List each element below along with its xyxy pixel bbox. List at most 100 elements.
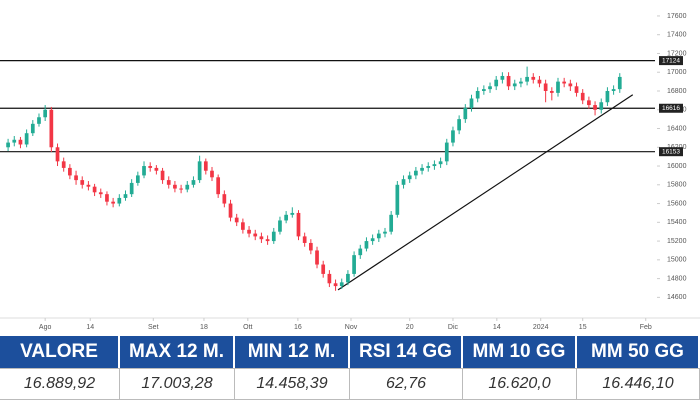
candle-body	[18, 139, 23, 145]
candle-body	[92, 186, 97, 193]
x-tick-label: 14	[86, 324, 94, 331]
table-cell: 16.620,0	[463, 368, 577, 400]
table-cell: 16.889,92	[0, 368, 120, 400]
candle-body	[370, 238, 375, 242]
candle-body	[80, 180, 85, 185]
candle-body	[500, 75, 505, 80]
candle-body	[376, 233, 381, 239]
candle-body	[339, 282, 344, 287]
candle-body	[37, 117, 41, 124]
candle-body	[222, 194, 227, 204]
table-header: MIN 12 M.	[235, 336, 350, 368]
candle-body	[111, 201, 115, 204]
x-tick-label: 16	[294, 324, 302, 331]
candle-body	[234, 217, 239, 223]
candle-body	[543, 83, 548, 91]
candle-body	[475, 90, 480, 99]
candle-body	[142, 166, 146, 176]
candle-body	[587, 100, 591, 106]
candle-body	[389, 214, 394, 232]
x-tick-label: 20	[406, 324, 414, 331]
candle-body	[506, 75, 511, 87]
candle-body	[401, 179, 406, 185]
candle-body	[451, 130, 455, 143]
candle-body	[210, 170, 214, 178]
candle-body	[556, 81, 560, 93]
level-tag	[659, 147, 683, 157]
y-tick-label: 14600	[667, 294, 687, 301]
y-tick-label: 17200	[667, 50, 687, 57]
candle-body	[98, 192, 103, 195]
candle-body	[271, 231, 276, 242]
table-cell: 14.458,39	[235, 368, 350, 400]
candle-body	[537, 79, 542, 84]
candle-body	[611, 89, 616, 91]
y-tick-label: 15200	[667, 238, 687, 245]
table-header: MAX 12 M.	[120, 336, 235, 368]
y-tick-label: 17600	[667, 13, 687, 20]
level-label: 17124	[662, 57, 680, 64]
candle-body	[203, 161, 208, 171]
candle-body	[444, 142, 449, 162]
candle-body	[426, 166, 431, 168]
candle-body	[166, 180, 171, 185]
candle-body	[562, 81, 567, 84]
candle-body	[68, 167, 72, 176]
candle-body	[574, 86, 579, 93]
candle-body	[259, 236, 264, 240]
candle-body	[216, 177, 221, 195]
candle-body	[395, 184, 400, 215]
candle-body	[105, 194, 109, 202]
y-tick-label: 16400	[667, 125, 687, 132]
candle-body	[420, 167, 424, 171]
candle-body	[24, 133, 29, 145]
y-tick-label: 15800	[667, 182, 687, 189]
trend-line	[337, 94, 634, 291]
candle-body	[55, 147, 60, 162]
y-tick-label: 16800	[667, 88, 687, 95]
candle-body	[525, 76, 529, 82]
candle-body	[296, 212, 301, 237]
candle-body	[247, 229, 251, 234]
x-tick-label: Set	[148, 324, 159, 331]
table-header: MM 10 GG	[463, 336, 577, 368]
candle-body	[191, 180, 196, 185]
y-tick-label: 16000	[667, 163, 687, 170]
candle-body	[568, 83, 573, 87]
table-cell: 16.446,10	[577, 368, 700, 400]
candle-body	[457, 119, 461, 131]
candle-body	[519, 81, 523, 84]
x-tick-label: 14	[493, 324, 501, 331]
candle-body	[135, 175, 140, 183]
candle-body	[463, 107, 468, 120]
candle-body	[383, 231, 387, 234]
candle-body	[12, 139, 17, 143]
x-tick-label: Nov	[345, 324, 358, 331]
x-tick-label: Feb	[640, 324, 652, 331]
level-label: 16153	[662, 148, 680, 155]
candle-body	[265, 239, 270, 242]
candle-body	[290, 212, 295, 215]
candle-body	[74, 175, 78, 181]
candle-body	[179, 188, 183, 190]
candle-body	[605, 90, 610, 103]
candle-body	[358, 248, 363, 256]
candle-body	[228, 203, 233, 218]
candle-body	[117, 197, 122, 204]
candle-body	[241, 222, 245, 230]
candle-body	[531, 76, 536, 80]
table-header: RSI 14 GG	[350, 336, 463, 368]
candle-body	[512, 83, 517, 87]
candle-body	[346, 273, 350, 283]
candle-body	[321, 264, 326, 274]
y-tick-label: 14800	[667, 275, 687, 282]
candle-body	[599, 102, 604, 110]
candle-body	[407, 175, 412, 180]
candle-body	[284, 214, 288, 221]
x-tick-label: Dic	[448, 324, 459, 331]
candle-body	[185, 184, 190, 190]
candle-body	[308, 242, 313, 251]
level-tag	[659, 103, 683, 113]
stats-table: VALORE MAX 12 M. MIN 12 M. RSI 14 GG MM 10 G…	[0, 336, 700, 400]
